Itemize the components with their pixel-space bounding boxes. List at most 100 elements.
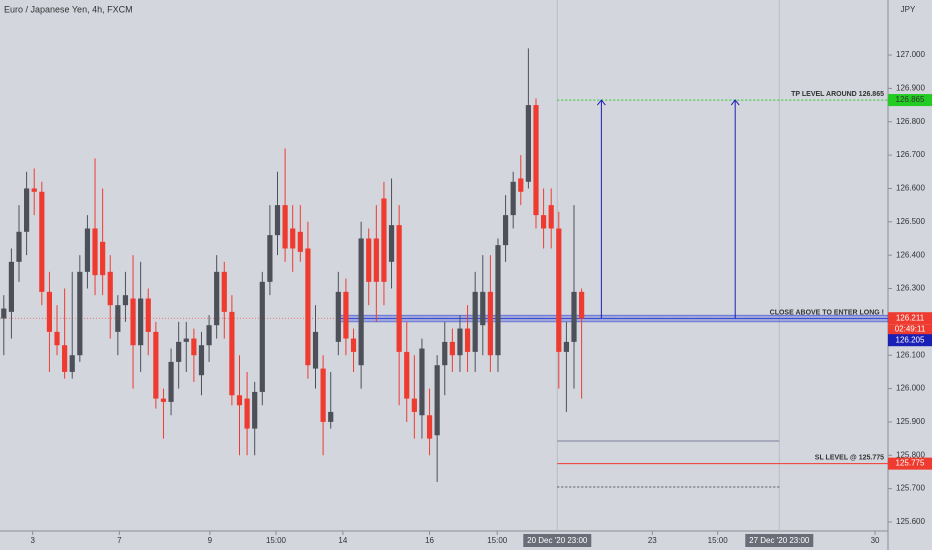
x-tick-label: 30 — [871, 536, 880, 545]
chart-title: Euro / Japanese Yen, 4h, FXCM — [4, 4, 133, 14]
y-tick-label: 125.600 — [896, 517, 925, 526]
candle-body — [419, 348, 425, 416]
y-tick-label: 126.800 — [896, 117, 925, 126]
time-marker-box — [523, 534, 592, 547]
candle-body — [404, 351, 410, 399]
candle-body — [221, 271, 227, 312]
candle-body — [107, 271, 113, 306]
candle-body — [518, 178, 524, 192]
candle-body — [434, 365, 440, 436]
x-tick-label: 7 — [117, 536, 122, 545]
candle-body — [214, 271, 220, 326]
candle-body — [274, 205, 281, 236]
candle-body — [297, 231, 303, 252]
candle-body — [548, 205, 554, 229]
candle-body — [373, 238, 379, 282]
time-marker-box — [745, 534, 814, 547]
candle-body — [252, 391, 258, 429]
countdown-label: 02:49:11 — [895, 324, 926, 333]
candle-body — [312, 331, 319, 369]
candle-body — [206, 325, 212, 346]
x-tick-label: 14 — [338, 536, 347, 545]
candle-body — [84, 228, 91, 272]
candle-body — [510, 181, 516, 216]
candle-body — [92, 228, 98, 276]
level-label: TP LEVEL AROUND 126.865 — [791, 91, 884, 98]
candle-body — [533, 105, 539, 216]
candle-body — [8, 261, 15, 312]
y-tick-label: 125.800 — [896, 450, 925, 459]
y-tick-label: 126.100 — [896, 350, 925, 359]
y-tick-label: 127.000 — [896, 50, 925, 59]
x-tick-label: 3 — [30, 536, 35, 545]
candle-body — [46, 291, 53, 332]
price-flag — [888, 457, 932, 470]
y-tick-label: 126.900 — [896, 83, 925, 92]
candle-body — [183, 338, 189, 342]
candle-body — [571, 291, 577, 342]
candle-body — [442, 341, 448, 366]
candle-body — [39, 191, 45, 292]
candle-body — [31, 188, 37, 192]
candle-body — [176, 341, 182, 362]
x-tick-label: 16 — [425, 536, 434, 545]
candle-body — [411, 398, 417, 412]
candle-body — [77, 271, 83, 356]
candle-body — [69, 355, 75, 372]
candle-body — [563, 341, 570, 352]
candle-body — [122, 295, 129, 306]
candle-body — [556, 228, 562, 352]
candle-body — [282, 205, 288, 249]
candle-body — [457, 328, 463, 356]
candle-body — [366, 238, 372, 282]
candle-body — [343, 291, 349, 339]
candle-body — [540, 215, 547, 229]
candle-body — [328, 411, 334, 422]
candle-body — [426, 415, 433, 439]
level-label: CLOSE ABOVE TO ENTER LONG ! — [770, 309, 884, 316]
candle-body — [579, 291, 585, 319]
candle-body — [130, 298, 136, 346]
x-tick-label: 23 — [648, 536, 657, 545]
candle-body — [350, 338, 357, 352]
candle-body — [305, 248, 311, 366]
y-tick-label: 126.500 — [896, 217, 925, 226]
y-tick-label: 126.400 — [896, 250, 925, 259]
level-label: SL LEVEL @ 125.775 — [815, 454, 884, 461]
candle-body — [464, 328, 471, 352]
candle-body — [259, 281, 265, 392]
candle-body — [525, 105, 531, 182]
candle-body — [358, 238, 364, 366]
candle-body — [290, 228, 296, 249]
candle-body — [153, 331, 159, 399]
y-tick-label: 125.900 — [896, 417, 925, 426]
time-marker-label: 27 Dec '20 23:00 — [749, 536, 810, 545]
candle-body — [267, 235, 273, 282]
candle-body — [54, 331, 60, 346]
candle-body — [191, 338, 197, 356]
candle-body — [502, 215, 509, 246]
candle-body — [16, 231, 22, 262]
candle-body — [472, 291, 478, 352]
arrow-head — [596, 99, 606, 106]
candle-body — [244, 398, 250, 429]
candle-body — [480, 291, 486, 326]
candle-body — [320, 368, 326, 422]
candle-body — [381, 198, 387, 282]
candle-body — [449, 341, 455, 356]
y-tick-label: 126.600 — [896, 184, 925, 193]
candle-body — [24, 188, 30, 232]
x-tick-label: 15:00 — [266, 536, 287, 545]
countdown-flag — [888, 324, 932, 336]
x-tick-label: 15:00 — [708, 536, 729, 545]
y-tick-label: 126.300 — [896, 284, 925, 293]
candle-body — [236, 395, 243, 406]
x-tick-label: 15:00 — [487, 536, 508, 545]
marker-price-label: 126.205 — [896, 335, 925, 344]
candle-body — [1, 308, 7, 319]
candle-body — [495, 245, 501, 356]
arrow-head — [730, 99, 740, 106]
